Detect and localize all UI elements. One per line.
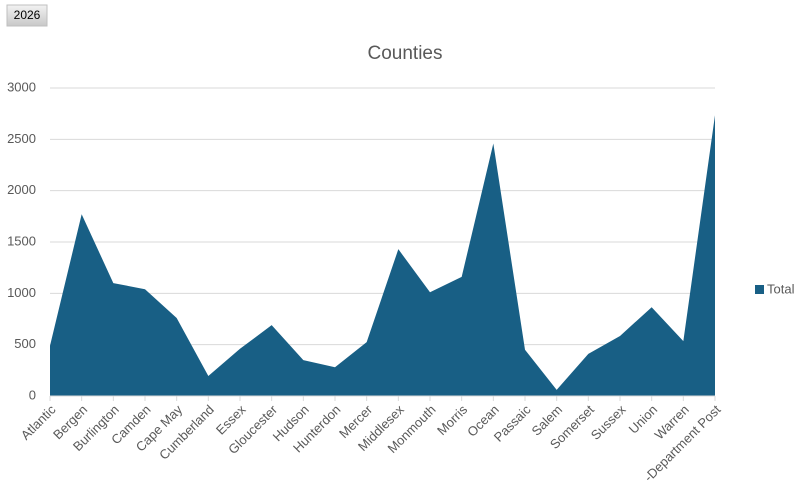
area — [50, 115, 715, 396]
y-tick-label: 2000 — [7, 182, 36, 197]
y-tick-label: 2500 — [7, 131, 36, 146]
button-label[interactable]: 2026 — [14, 8, 41, 22]
y-tick-label: 0 — [29, 387, 36, 402]
legend-swatch — [755, 285, 764, 294]
x-tick-label: Morris — [434, 402, 470, 438]
chart-title: Counties — [368, 43, 443, 64]
legend-label: Total — [767, 281, 795, 296]
button-box[interactable] — [6, 4, 48, 27]
x-tick-label: Atlantic — [18, 402, 59, 443]
y-tick-label: 1500 — [7, 233, 36, 248]
year-button[interactable]: 2026 — [6, 4, 48, 27]
y-tick-label: 3000 — [7, 79, 36, 94]
y-tick-label: 1000 — [7, 285, 36, 300]
y-tick-label: 500 — [14, 336, 36, 351]
x-tick-label: Sussex — [588, 402, 629, 443]
